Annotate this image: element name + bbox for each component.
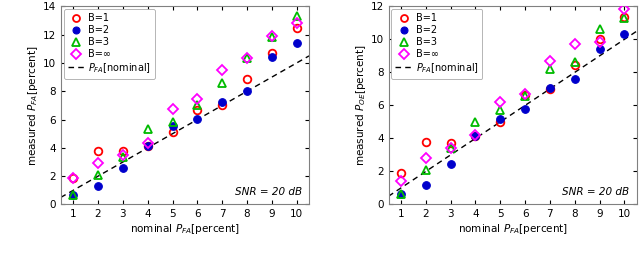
Y-axis label: measured $P_{FA}$[percent]: measured $P_{FA}$[percent] — [26, 45, 40, 166]
Text: SNR = 20 dB: SNR = 20 dB — [562, 186, 629, 197]
Text: SNR = 20 dB: SNR = 20 dB — [234, 186, 301, 197]
X-axis label: nominal $P_{FA}$[percent]: nominal $P_{FA}$[percent] — [458, 222, 568, 236]
Legend: B=1, B=2, B=3, B=∞, $P_{FA}$[nominal]: B=1, B=2, B=3, B=∞, $P_{FA}$[nominal] — [392, 9, 483, 79]
Y-axis label: measured $P_{OE}$[percent]: measured $P_{OE}$[percent] — [354, 45, 367, 166]
X-axis label: nominal $P_{FA}$[percent]: nominal $P_{FA}$[percent] — [130, 222, 240, 236]
Legend: B=1, B=2, B=3, B=∞, $P_{FA}$[nominal]: B=1, B=2, B=3, B=∞, $P_{FA}$[nominal] — [64, 9, 155, 79]
